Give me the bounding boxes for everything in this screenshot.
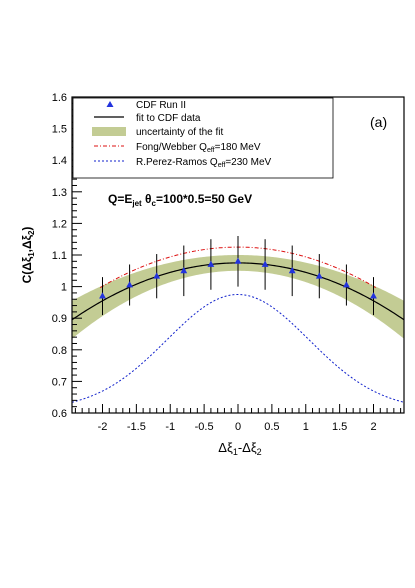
legend-perez-end: =230 MeV [225, 157, 271, 168]
energy-theta: θ [142, 192, 152, 206]
energy-q: Q=E [108, 192, 132, 206]
ylabel-mid: ,Δξ [20, 234, 34, 252]
data-point [153, 272, 161, 279]
x-tick-label: 2 [370, 421, 376, 433]
x-tick-label: 0.5 [264, 421, 279, 433]
energy-annotation: Q=Ejet θc=100*0.5=50 GeV [108, 192, 252, 208]
y-tick-label: 0.6 [52, 408, 67, 420]
legend-band-swatch [92, 127, 126, 136]
data-point [126, 281, 133, 288]
energy-jet-sub: jet [131, 199, 142, 208]
data-point [207, 260, 215, 267]
xlabel-sub1: 1 [233, 447, 238, 457]
y-tick-label: 1.2 [52, 218, 67, 230]
energy-c-sub: c [152, 199, 157, 208]
x-tick-label: -1.5 [127, 421, 146, 433]
legend-fong-end: =180 MeV [215, 142, 261, 153]
data-point [315, 272, 323, 279]
y-tick-label: 1.3 [52, 187, 67, 199]
data-point [261, 260, 269, 267]
panel-label: (a) [370, 114, 387, 130]
perez-ramos-curve [71, 293, 405, 403]
legend: CDF Run II fit to CDF data uncertainty o… [72, 97, 334, 179]
y-tick-label: 1.6 [52, 92, 67, 104]
y-axis-label: C(Δξ1,Δξ2) [20, 227, 36, 284]
legend-label-cdf: CDF Run II [136, 100, 186, 111]
x-tick-label: -0.5 [195, 421, 214, 433]
xlabel-mid: -Δξ [238, 440, 257, 455]
xlabel-sub2: 2 [257, 447, 262, 457]
legend-perez-sub: eff [218, 162, 226, 169]
legend-label-fong: Fong/Webber Qeff=180 MeV [136, 142, 261, 154]
y-tick-label: 0.9 [52, 313, 67, 325]
ylabel-sub1: 1 [27, 252, 36, 257]
x-tick-label: -2 [98, 421, 108, 433]
legend-label-fit: fit to CDF data [136, 113, 201, 124]
legend-marker-cdf [106, 101, 114, 107]
ylabel-sub2: 2 [27, 230, 36, 235]
y-tick-label: 0.8 [52, 345, 67, 357]
ylabel-end: ) [20, 227, 34, 231]
legend-fong-main: Fong/Webber Q [136, 142, 207, 153]
y-tick-label: 1.5 [52, 124, 67, 136]
x-ticks: -2 -1.5 -1 -0.5 0 0.5 1 1.5 2 [74, 404, 402, 433]
ylabel-main: C(Δξ [20, 256, 34, 283]
y-ticks: 0.6 0.7 0.8 0.9 1 1.1 1.2 1.3 1.4 1.5 1.6 [52, 92, 82, 420]
legend-box [72, 97, 334, 179]
energy-rest: =100*0.5=50 GeV [156, 192, 252, 206]
x-tick-label: -1 [165, 421, 175, 433]
data-point [180, 267, 188, 274]
legend-perez-main: R.Perez-Ramos Q [136, 157, 218, 168]
data-point [343, 281, 350, 288]
x-tick-label: 0 [235, 421, 241, 433]
y-tick-label: 1.4 [52, 155, 67, 167]
data-points-layer [99, 236, 377, 316]
y-tick-label: 1 [61, 282, 67, 294]
x-axis-label: Δξ1-Δξ2 [218, 440, 261, 457]
y-tick-label: 1.1 [52, 250, 67, 262]
legend-label-band: uncertainty of the fit [136, 127, 223, 138]
legend-fong-sub: eff [207, 147, 215, 154]
legend-label-perez: R.Perez-Ramos Qeff=230 MeV [136, 157, 272, 169]
data-point [370, 292, 377, 299]
y-tick-label: 0.7 [52, 376, 67, 388]
data-point [234, 257, 242, 264]
data-point [99, 292, 106, 299]
x-tick-label: 1 [303, 421, 309, 433]
data-point [288, 267, 296, 274]
xlabel-main: Δξ [218, 440, 233, 455]
x-tick-label: 1.5 [332, 421, 347, 433]
